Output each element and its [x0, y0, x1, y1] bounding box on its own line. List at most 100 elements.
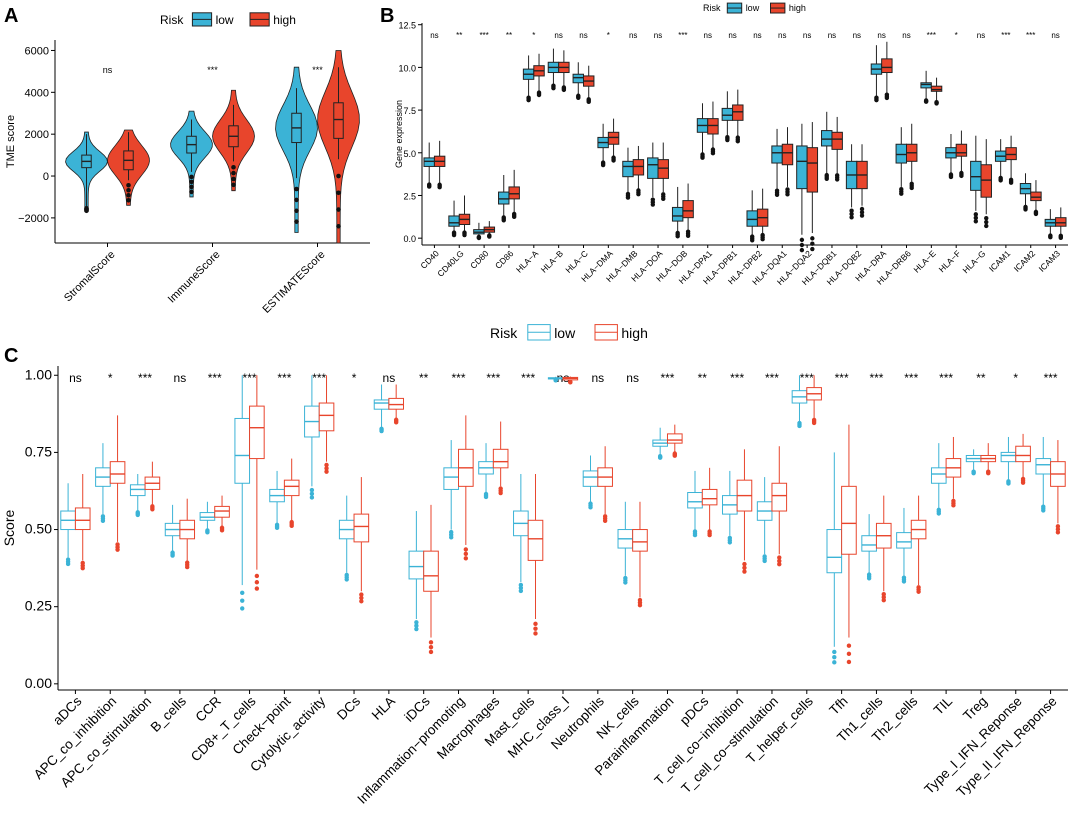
box [746, 210, 758, 227]
box [806, 147, 819, 193]
box [498, 191, 510, 205]
outlier-point [810, 241, 815, 246]
legend-title: Risk [160, 13, 184, 27]
box [283, 479, 300, 497]
significance-label: ns [626, 371, 639, 385]
significance-label: ns [902, 31, 910, 40]
box [666, 433, 683, 444]
y-tick-label: 4000 [25, 87, 49, 99]
significance-label: *** [138, 371, 152, 385]
outlier-point [707, 532, 712, 538]
outlier-point [344, 577, 349, 582]
box [657, 159, 669, 179]
outlier-point [602, 518, 608, 523]
outlier-point [810, 236, 815, 241]
x-tick-label-estimatescore: ESTIMATEScore [260, 249, 327, 316]
y-axis-title: TME score [5, 115, 17, 168]
box [582, 470, 599, 487]
significance-label: ns [579, 31, 587, 40]
outlier-point [231, 182, 236, 188]
box [1055, 217, 1067, 227]
outlier-point [742, 561, 747, 567]
outlier-point [451, 232, 457, 238]
significance-label: *** [479, 31, 488, 40]
significance-label: *** [1044, 371, 1058, 385]
outlier-point [449, 535, 454, 540]
outlier-point [336, 223, 341, 229]
outlier-point [824, 176, 829, 182]
outlier-point [710, 150, 716, 156]
box [781, 143, 794, 166]
outlier-point [901, 579, 907, 584]
x-tick-label-cd80: CD80 [468, 248, 491, 271]
outlier-point [811, 420, 817, 426]
outlier-point [414, 623, 419, 628]
box [895, 143, 908, 164]
box [527, 519, 544, 561]
outlier-point [834, 177, 840, 182]
y-axis-title: Score [1, 510, 17, 547]
outlier-point [650, 202, 656, 207]
outlier-point [150, 507, 155, 512]
box [687, 492, 703, 509]
outlier-point [799, 247, 805, 253]
outlier-point [971, 470, 976, 476]
outlier-point [984, 223, 989, 229]
significance-label: ns [1051, 31, 1059, 40]
outlier-point [934, 101, 939, 106]
significance-label: *** [521, 371, 535, 385]
outlier-point [625, 195, 631, 200]
outlier-point [948, 174, 954, 180]
outlier-point [611, 158, 616, 163]
outlier-point [294, 186, 299, 192]
outlier-point [231, 176, 236, 182]
outlier-point [428, 644, 434, 650]
outlier-point [414, 620, 419, 625]
outlier-point [984, 215, 989, 221]
x-tick-label-cd40lg: CD40LG [435, 248, 465, 278]
y-tick-label: 0.50 [25, 521, 52, 537]
x-tick-label-hla-b: HLA−B [539, 248, 566, 275]
box [1035, 458, 1052, 475]
significance-label: *** [207, 65, 218, 75]
significance-label: ** [419, 371, 429, 385]
y-tick-label: 2.5 [403, 191, 416, 201]
outlier-point [846, 643, 852, 648]
x-tick-label-hla-g: HLA−G [960, 248, 987, 275]
significance-label: *** [730, 371, 744, 385]
outlier-point [832, 660, 837, 665]
outlier-point [998, 178, 1003, 183]
box [607, 131, 620, 145]
outlier-point [309, 491, 315, 496]
outlier-point [692, 532, 698, 538]
box [796, 145, 808, 190]
significance-label: * [607, 31, 610, 40]
panel-label-c: C [4, 345, 18, 367]
outlier-point [849, 211, 854, 217]
x-tick-label-tfh: Tfh [826, 694, 850, 718]
outlier-point [623, 580, 628, 585]
outlier-point [205, 530, 210, 535]
significance-label: *** [765, 371, 779, 385]
box [671, 206, 684, 222]
legend-title: Risk [703, 3, 721, 13]
outlier-point [568, 380, 573, 385]
outlier-point [254, 580, 260, 585]
panel-b: B Risk low high 0.0 2.5 5.0 7.5 10.0 12.5 Gene exp… [380, 2, 1068, 287]
box [771, 482, 788, 512]
outlier-point [810, 246, 815, 252]
box [508, 186, 520, 200]
outlier-point [973, 212, 979, 217]
significance-label: ns [591, 371, 604, 385]
outlier-point [170, 553, 175, 558]
box [647, 157, 659, 179]
outlier-point [637, 603, 643, 608]
significance-label: *** [312, 371, 326, 385]
outlier-point [80, 565, 85, 571]
outlier-point [832, 654, 837, 660]
outlier-point [324, 469, 329, 474]
legend-label-low: low [216, 13, 234, 27]
outlier-point [951, 503, 956, 508]
outlier-point [884, 95, 890, 101]
